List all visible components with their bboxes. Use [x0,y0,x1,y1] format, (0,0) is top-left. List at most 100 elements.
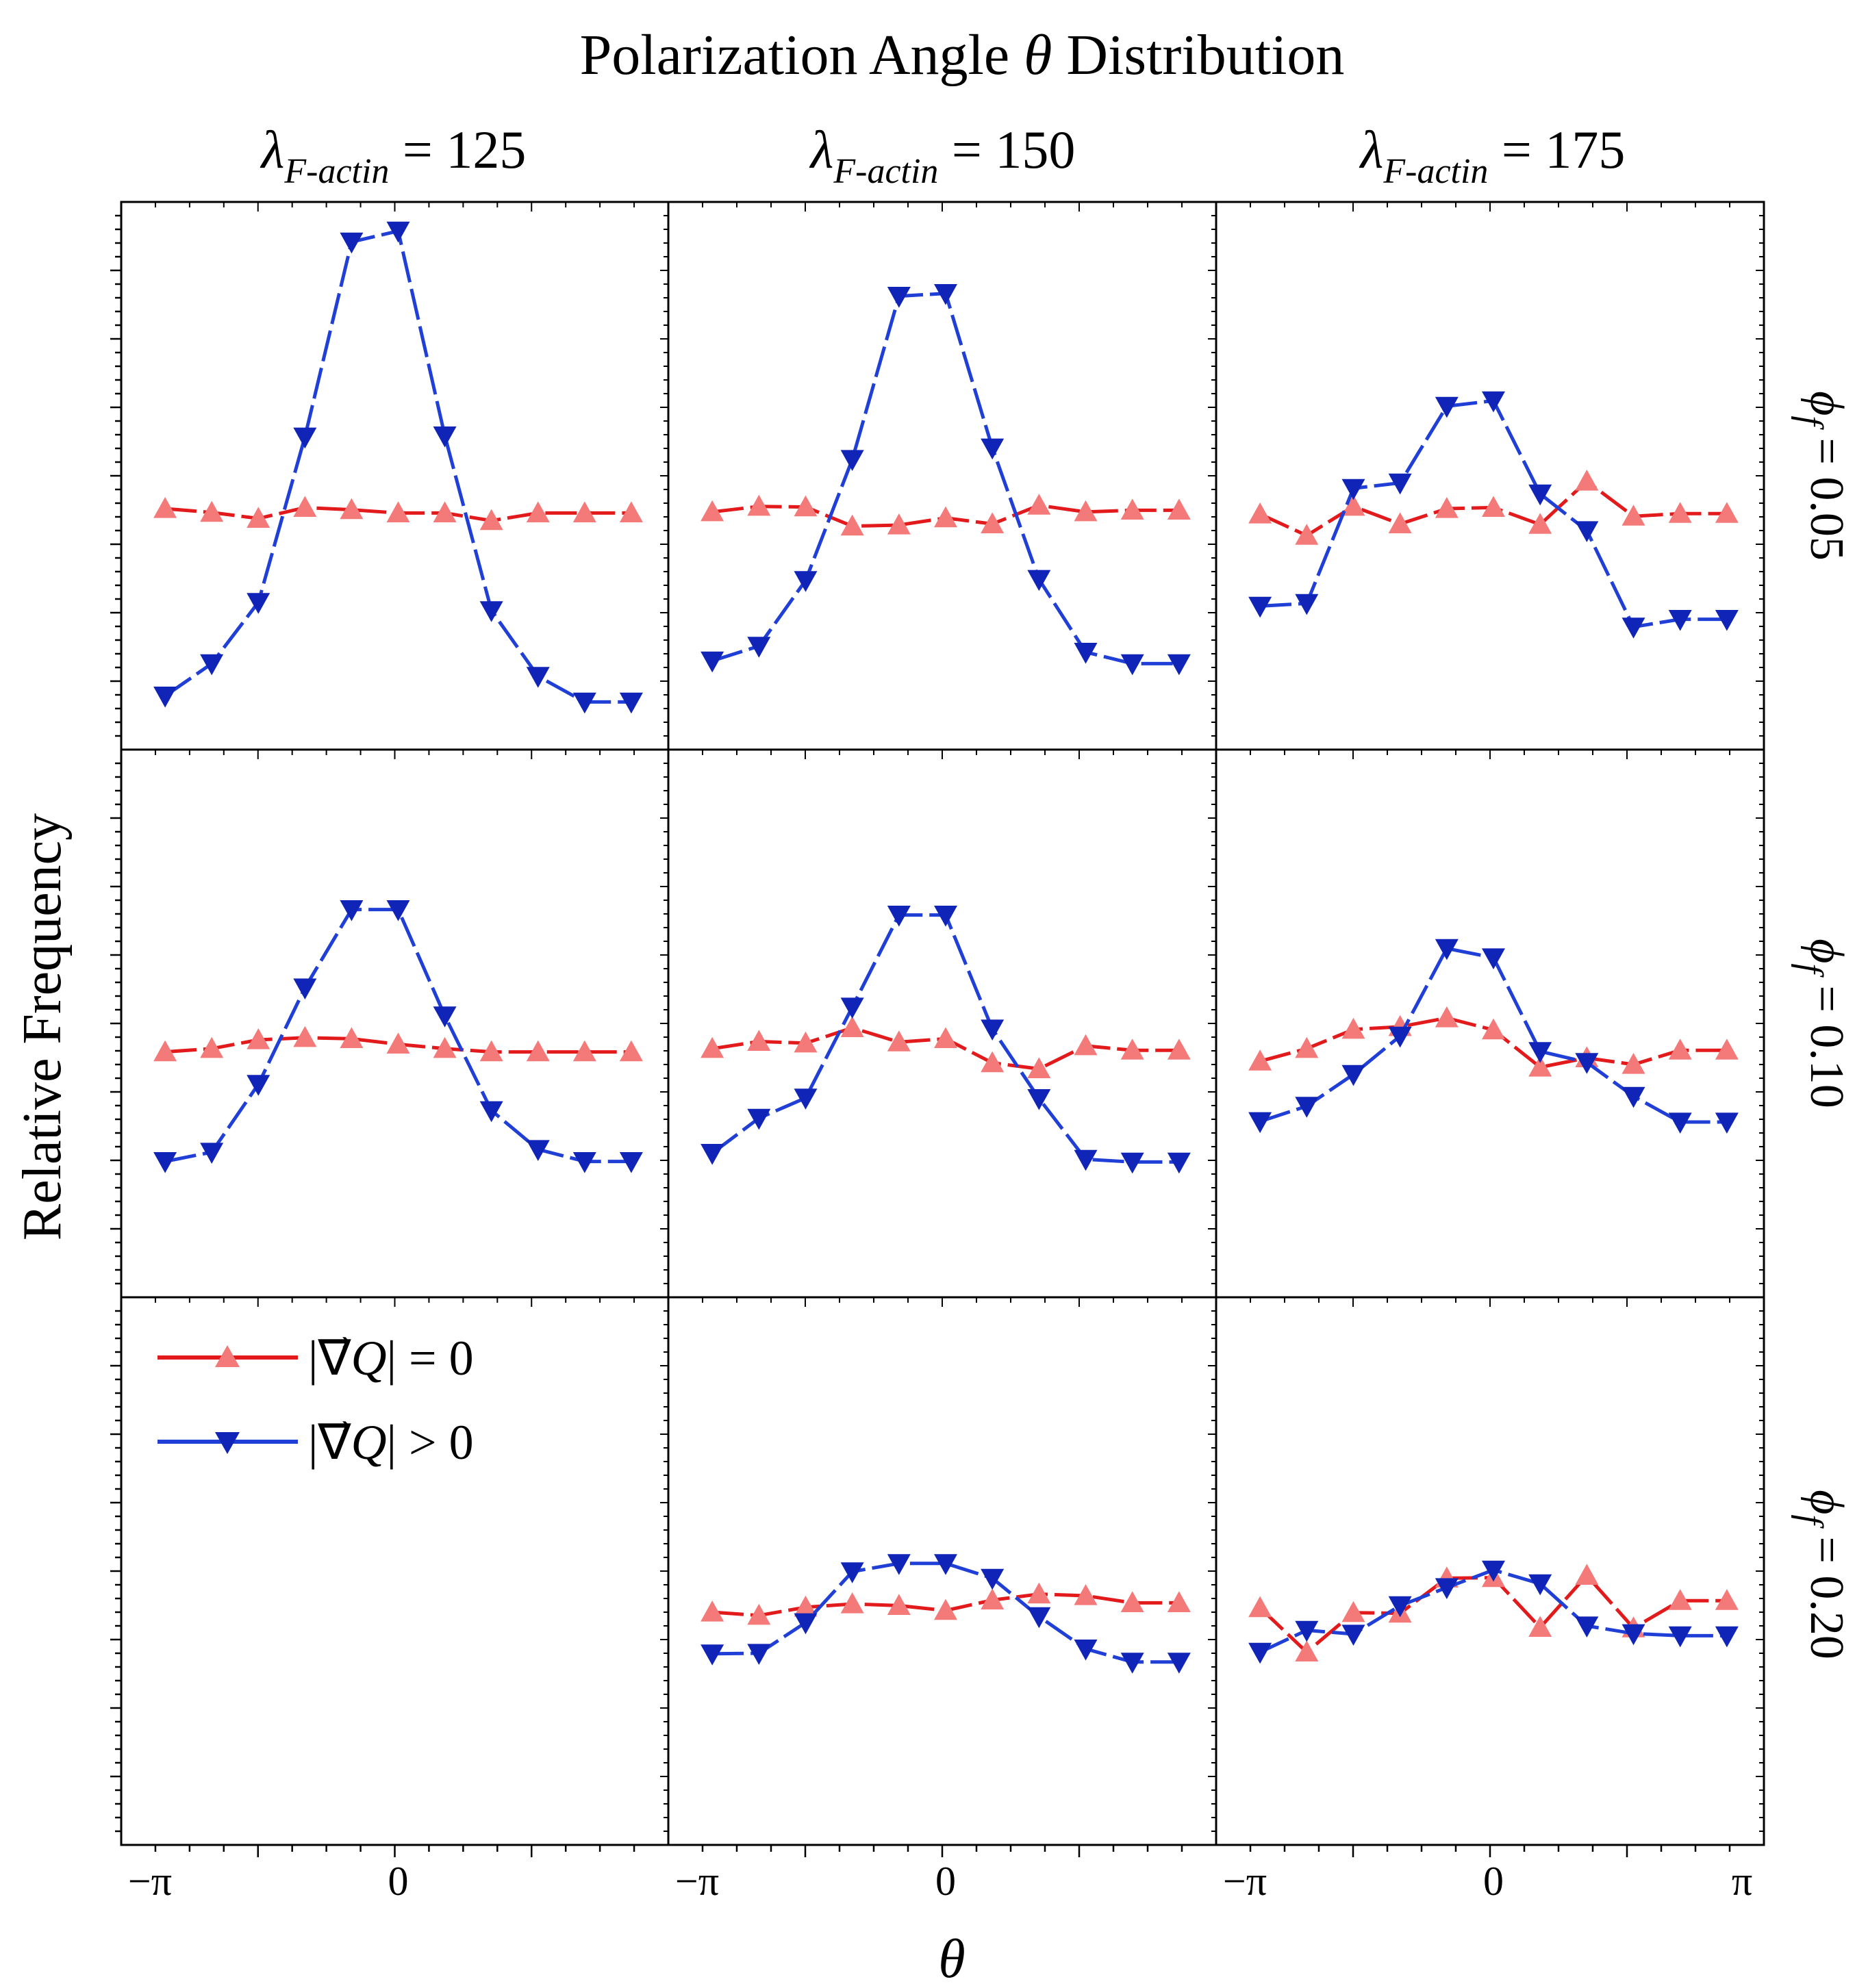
data-point-marker [934,284,957,305]
data-point-marker [293,427,317,449]
data-point-marker [1341,1624,1365,1646]
column-value: = 150 [938,120,1075,179]
data-point-marker [1482,948,1505,969]
data-point-marker [293,978,317,999]
data-point-marker [619,1152,643,1173]
data-point-marker [747,1108,771,1130]
data-point-marker [934,1554,957,1575]
data-point-marker [1120,1038,1144,1060]
series-line [711,292,1179,665]
data-point-marker [1074,1584,1098,1605]
legend-label-q: Q [351,1415,387,1470]
data-point-marker [1435,497,1459,518]
legend-label-end: | = 0 [387,1331,474,1386]
data-point-marker [153,687,177,708]
x-tick-label: 0 [935,1859,956,1904]
panel-frame [110,201,670,751]
data-point-marker [1388,1596,1412,1618]
data-point-marker [1482,1560,1505,1582]
data-point-marker [1120,498,1144,520]
panel-plot [1248,1560,1739,1664]
row-header: ϕf = 0.20 [1791,1490,1853,1659]
data-point-marker [1621,1624,1645,1646]
data-point-marker [619,501,643,522]
data-point-marker [1248,502,1272,524]
data-point-marker [747,1603,771,1625]
panel-plot [701,284,1191,676]
data-point-marker [934,1027,957,1048]
data-point-marker [1388,1026,1412,1048]
data-point-marker [1074,500,1098,522]
data-point-marker [1668,1626,1692,1648]
panel-frame [667,1296,1217,1857]
data-point-marker [619,692,643,714]
data-point-marker [1715,1038,1739,1060]
data-point-marker [1248,1049,1272,1071]
data-point-marker [153,497,177,518]
data-point-marker [701,1144,724,1165]
data-point-marker [887,1554,911,1575]
row-phi-symbol: ϕ [1800,391,1853,416]
data-point-marker [1167,1591,1191,1612]
data-point-marker [433,1006,457,1028]
data-point-marker [1621,617,1645,639]
data-point-marker [340,498,364,520]
data-point-marker [1575,1564,1599,1585]
data-point-marker [1575,1616,1599,1637]
data-point-marker [1295,1097,1319,1118]
data-point-marker [747,1030,771,1051]
series-line [712,1562,1179,1664]
data-point-marker [526,1140,550,1161]
data-point-marker [619,1040,643,1062]
data-point-marker [1668,502,1692,523]
panel-border [667,748,1217,1299]
x-tick-label: −π [675,1859,719,1904]
data-point-marker [1528,513,1552,534]
data-point-marker [247,593,270,614]
data-point-marker [1621,1086,1645,1108]
row-value: = 0.20 [1800,1525,1853,1659]
data-point-marker [747,1644,771,1665]
data-point-marker [526,1040,550,1062]
data-point-marker [701,1644,724,1666]
data-point-marker [1528,1574,1552,1596]
data-point-marker [1167,654,1191,676]
data-point-marker [934,1598,957,1620]
legend-label: |∇⃗Q| > 0 [308,1415,474,1470]
data-point-marker [1715,1112,1739,1134]
data-point-marker [200,1036,224,1058]
data-point-marker [887,1594,911,1615]
row-value: = 0.05 [1800,426,1853,561]
chart-title: Polarization Angle θ Distribution [580,23,1345,87]
data-point-marker [794,1088,818,1110]
data-point-marker [1482,1018,1505,1040]
panel-frame [110,748,670,1299]
data-point-marker [1074,1034,1098,1056]
data-point-marker [1341,494,1365,516]
data-point-marker [247,1028,270,1049]
data-point-marker [1074,643,1098,664]
data-point-marker [701,651,724,673]
panel-frame [1215,201,1765,751]
column-subscript: F-actin [283,152,389,191]
legend-label-end: | > 0 [387,1415,474,1470]
data-point-marker [747,637,771,658]
data-point-marker [1388,473,1412,495]
legend-marker-triangle-down [215,1432,240,1454]
panel-plot [701,906,1191,1174]
data-point-marker [1167,1152,1191,1174]
data-point-marker [887,513,911,535]
data-point-marker [887,1030,911,1052]
column-headers: λF-actin = 125 λF-actin = 150 λF-actin =… [260,120,1626,191]
data-point-marker [934,506,957,528]
x-axis-label: θ [938,1929,965,1988]
data-point-marker [1528,1042,1552,1063]
data-point-marker [200,500,224,522]
data-point-marker [1435,396,1459,418]
data-point-marker [840,514,864,536]
data-point-marker [794,1595,818,1617]
column-lambda-symbol: λ [1359,120,1384,179]
column-lambda-symbol: λ [260,120,285,179]
data-point-marker [981,1051,1005,1073]
data-point-marker [479,601,503,622]
